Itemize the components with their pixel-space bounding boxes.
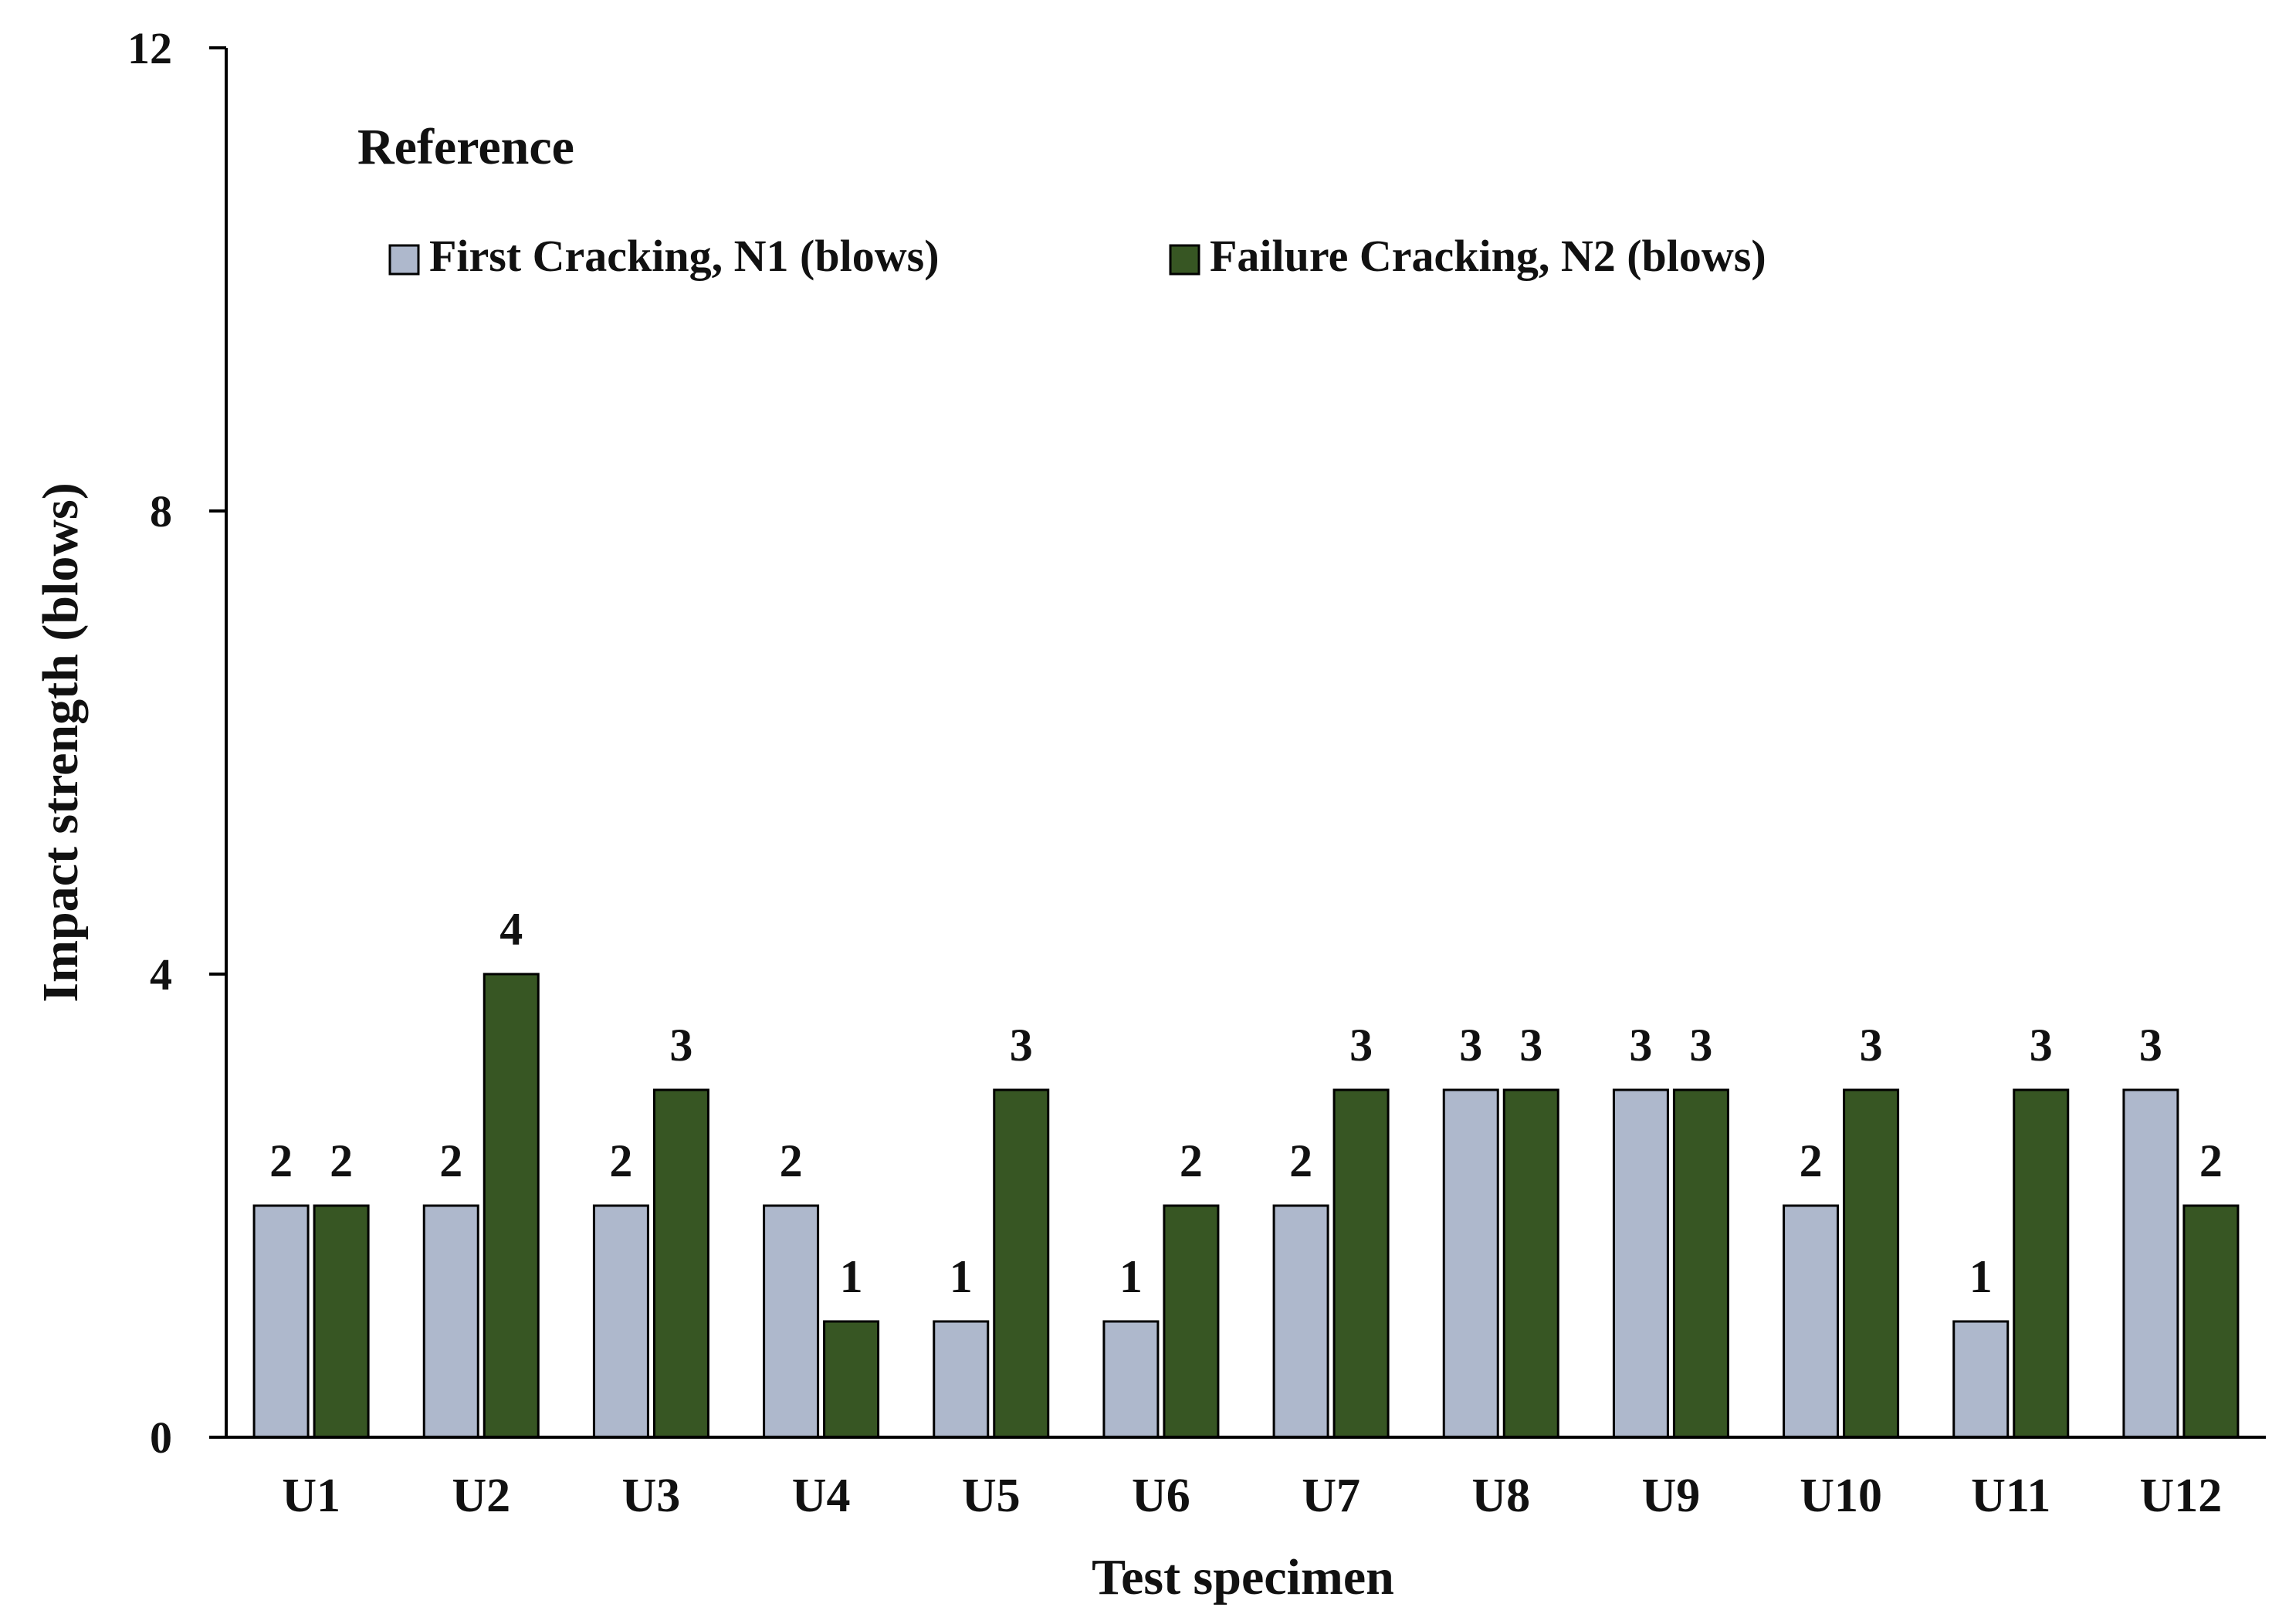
y-ticks: 0 4 8 12 xyxy=(127,23,226,1463)
x-tick-label: U5 xyxy=(962,1470,1021,1522)
x-tick-label: U9 xyxy=(1642,1470,1701,1522)
bar-first-cracking xyxy=(252,1204,310,1439)
bar-failure-cracking xyxy=(652,1088,709,1439)
data-label-first-cracking: 3 xyxy=(1629,1020,1652,1071)
bar-first-cracking xyxy=(1952,1320,2010,1439)
bar-first-cracking xyxy=(422,1204,479,1439)
bar-failure-cracking xyxy=(2013,1088,2070,1439)
x-tick-label: U2 xyxy=(452,1470,510,1522)
x-tick-label: U6 xyxy=(1132,1470,1190,1522)
data-label-failure-cracking: 4 xyxy=(499,904,523,955)
bar-failure-cracking xyxy=(1502,1088,1559,1439)
y-tick-label: 0 xyxy=(150,1413,172,1463)
legend-swatch-failure-cracking xyxy=(1169,244,1200,276)
bar-failure-cracking xyxy=(483,973,540,1439)
x-tick-label: U8 xyxy=(1471,1470,1530,1522)
chart-title: Reference xyxy=(357,119,574,175)
x-ticks: U1 U2 U3 U4 U5 U6 U7 U8 U9 U10 U11 U12 xyxy=(282,1470,2222,1522)
data-label-first-cracking: 1 xyxy=(1119,1251,1143,1302)
data-label-first-cracking: 2 xyxy=(609,1135,632,1186)
legend-swatch-first-cracking xyxy=(388,244,420,276)
bar-failure-cracking xyxy=(1163,1204,1220,1439)
bar-first-cracking xyxy=(2122,1088,2179,1439)
legend-label-failure-cracking: Failure Cracking, N2 (blows) xyxy=(1210,231,1766,281)
y-axis-title: Impact strength (blows) xyxy=(32,482,89,1002)
y-tick-label: 4 xyxy=(150,949,172,1000)
legend: First Cracking, N1 (blows) Failure Crack… xyxy=(388,231,1766,281)
bar-failure-cracking xyxy=(1332,1088,1390,1439)
bar-first-cracking xyxy=(592,1204,649,1439)
bar-failure-cracking xyxy=(823,1320,880,1439)
data-label-first-cracking: 2 xyxy=(1800,1135,1823,1186)
data-label-first-cracking: 3 xyxy=(2139,1020,2162,1071)
x-tick-label: U7 xyxy=(1302,1470,1360,1522)
data-label-failure-cracking: 2 xyxy=(1180,1135,1203,1186)
x-axis-title: Test specimen xyxy=(1092,1549,1394,1605)
bar-first-cracking xyxy=(1102,1320,1160,1439)
bar-failure-cracking xyxy=(313,1204,370,1439)
data-label-failure-cracking: 3 xyxy=(1010,1020,1033,1071)
data-label-first-cracking: 2 xyxy=(780,1135,803,1186)
bar-failure-cracking xyxy=(2182,1204,2240,1439)
x-tick-label: U1 xyxy=(282,1470,340,1522)
bar-first-cracking xyxy=(933,1320,990,1439)
data-label-first-cracking: 1 xyxy=(950,1251,973,1302)
x-tick-label: U11 xyxy=(1971,1470,2050,1522)
x-tick-label: U4 xyxy=(792,1470,851,1522)
data-label-first-cracking: 2 xyxy=(269,1135,293,1186)
bar-first-cracking xyxy=(1272,1204,1329,1439)
bar-first-cracking xyxy=(1783,1204,1840,1439)
data-label-failure-cracking: 3 xyxy=(2030,1020,2053,1071)
data-label-failure-cracking: 2 xyxy=(2199,1135,2223,1186)
x-tick-label: U10 xyxy=(1800,1470,1882,1522)
legend-label-first-cracking: First Cracking, N1 (blows) xyxy=(429,231,940,281)
bar-failure-cracking xyxy=(993,1088,1050,1439)
bar-first-cracking xyxy=(1442,1088,1499,1439)
data-label-first-cracking: 2 xyxy=(1289,1135,1312,1186)
data-label-failure-cracking: 3 xyxy=(669,1020,692,1071)
data-label-failure-cracking: 1 xyxy=(840,1251,863,1302)
data-label-first-cracking: 3 xyxy=(1459,1020,1482,1071)
bar-failure-cracking xyxy=(1843,1088,1900,1439)
data-label-failure-cracking: 3 xyxy=(1689,1020,1712,1071)
x-tick-label: U3 xyxy=(622,1470,681,1522)
x-tick-label: U12 xyxy=(2140,1470,2223,1522)
bar-failure-cracking xyxy=(1672,1088,1729,1439)
data-label-first-cracking: 2 xyxy=(439,1135,462,1186)
y-tick-label: 8 xyxy=(150,486,172,536)
y-tick-label: 12 xyxy=(127,23,172,73)
bars xyxy=(252,973,2240,1439)
data-label-failure-cracking: 3 xyxy=(1349,1020,1373,1071)
data-label-failure-cracking: 3 xyxy=(1519,1020,1542,1071)
bar-first-cracking xyxy=(763,1204,820,1439)
data-label-first-cracking: 1 xyxy=(1969,1251,1993,1302)
bar-first-cracking xyxy=(1612,1088,1669,1439)
data-label-failure-cracking: 2 xyxy=(330,1135,353,1186)
data-label-failure-cracking: 3 xyxy=(1860,1020,1883,1071)
